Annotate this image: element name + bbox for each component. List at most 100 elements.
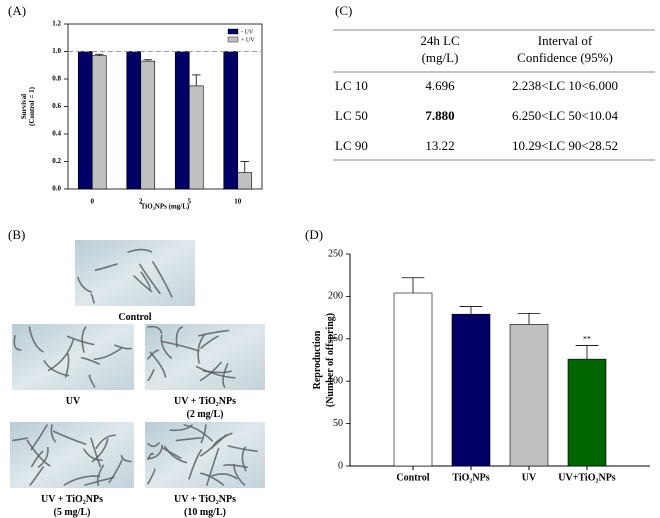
worm [28,326,44,353]
error-bar [517,312,541,325]
worm [147,442,160,448]
bar [393,292,433,467]
worm [163,445,188,464]
worm [13,335,22,351]
worm [30,424,48,451]
bar [91,55,107,190]
y-axis-label: Survival(Control = 1) [20,86,36,126]
worm [147,369,155,381]
table-cell: LC 50 [335,108,368,123]
worm [88,374,96,388]
worm [90,437,102,468]
error-bar [192,74,201,86]
worm [147,349,160,360]
worm [90,293,95,304]
worm [50,424,57,443]
table-cell: 13.22 [425,138,454,153]
worm [197,333,206,364]
worm [160,334,173,359]
worm [140,271,151,291]
worm [133,275,153,293]
image-caption-line: (10 mg/L) [184,507,226,518]
worm [152,261,173,298]
worm [83,448,103,461]
panel-label: (A) [8,3,26,18]
bar [451,313,491,467]
worm [52,430,87,445]
x-tick-label: UV [522,472,537,483]
worm [26,439,51,467]
table-header-line: (mg/L) [422,50,459,65]
bar [140,60,156,190]
bar [509,324,549,467]
worm [114,344,132,350]
worm [200,335,219,349]
y-tick-label: 0.8 [52,75,61,83]
image-caption-line: UV [66,396,81,407]
y-tick-label: 0.6 [52,102,61,110]
image-caption: UV + TiO₂NPs (2 mg/L) [174,396,236,420]
worm [169,424,193,432]
worm [195,365,236,379]
worm [227,445,258,453]
worm [95,434,117,449]
y-axis-label-line: (Number of offspring) [325,313,336,407]
worm [175,437,202,442]
worm [12,437,28,442]
worm [147,468,156,485]
y-tick-label: 1.2 [52,20,61,28]
image-caption-line: UV + TiO₂NPs [174,494,236,505]
table-header-line: 24h LC [420,33,459,48]
worm [188,449,203,480]
y-tick-label: 150 [328,333,343,344]
bar [567,358,607,467]
x-tick-label: 0 [91,198,95,206]
x-tick-label: 5 [188,198,192,206]
x-tick-label: Control [396,472,429,483]
x-tick-label: UV+TiO₂NPs [558,472,616,483]
worm [139,263,161,295]
bar [188,85,204,190]
bar [174,51,190,190]
micrograph [10,422,134,488]
y-axis-label-line: (Control = 1) [28,86,36,126]
worm [63,475,101,486]
image-caption: UV + TiO₂NPs (10 mg/L) [174,494,236,518]
worm [80,357,101,365]
worm [120,454,132,463]
y-tick-label: 200 [328,291,343,302]
y-axis-label: Reproduction (Number of offspring) [312,313,336,407]
worm [233,463,246,486]
y-tick-label: 0.2 [52,157,61,165]
error-bar [459,306,483,315]
table-cell: 2.238<LC 10<6.000 [512,78,618,93]
y-tick-label: 0 [338,460,343,471]
image-caption: UV [66,396,81,407]
y-tick-label: 0.0 [52,185,61,193]
worm [183,424,214,442]
panel-label: (D) [305,227,323,242]
y-tick-label: 250 [328,248,343,259]
micrograph [12,324,134,390]
legend-swatch [227,36,239,43]
table-header: 24h LC (mg/L) [420,33,459,65]
y-axis-label-line: Reproduction [312,330,323,389]
x-tick-label: TiO₂NPs [452,472,489,483]
error-bar [143,59,152,62]
image-caption: UV + TiO₂NPs (5 mg/L) [41,494,103,518]
worm [211,473,238,480]
panel-label: (B) [8,227,25,242]
y-tick-label: 50 [333,418,343,429]
worm [206,447,220,486]
table-cell: 6.250<LC 50<10.04 [512,108,619,123]
error-bar [401,277,425,294]
image-caption-line: UV + TiO₂NPs [41,494,103,505]
image-caption-line: Control [118,312,151,323]
image-caption: Control [118,312,151,323]
bar [126,51,142,190]
worm [93,347,123,361]
worm [222,363,229,388]
worm [77,276,92,293]
